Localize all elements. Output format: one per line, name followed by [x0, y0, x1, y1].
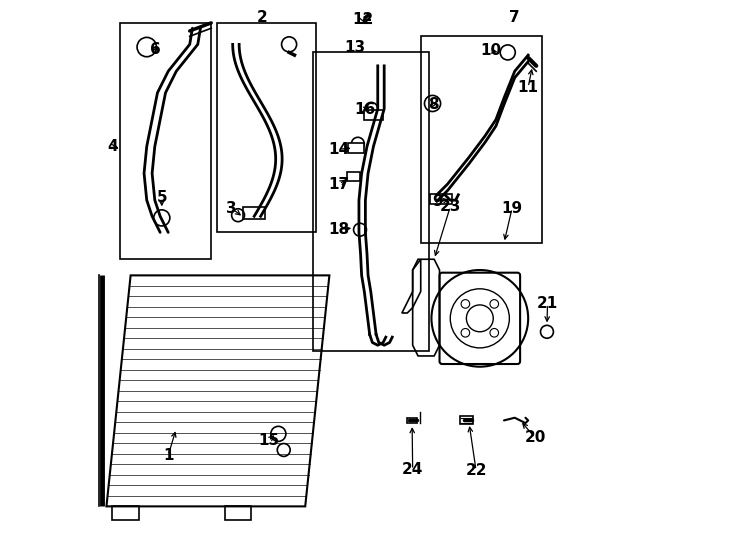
Text: 5: 5 — [156, 190, 167, 205]
Bar — [225, 507, 252, 520]
Bar — [348, 143, 364, 153]
Text: 7: 7 — [509, 10, 520, 25]
Text: 2: 2 — [257, 10, 268, 25]
Text: 4: 4 — [108, 139, 118, 154]
Bar — [244, 207, 265, 219]
Text: 8: 8 — [428, 97, 438, 112]
Bar — [460, 416, 473, 424]
Text: 9: 9 — [432, 194, 443, 210]
Text: 11: 11 — [517, 80, 539, 95]
Text: 24: 24 — [402, 462, 424, 477]
Text: 18: 18 — [328, 222, 349, 237]
Text: 14: 14 — [328, 141, 349, 157]
Bar — [430, 194, 452, 205]
Text: 13: 13 — [345, 39, 366, 55]
Bar — [346, 172, 360, 181]
Text: 3: 3 — [226, 201, 237, 215]
Text: 10: 10 — [480, 43, 501, 58]
Bar — [421, 36, 542, 243]
Bar — [112, 507, 139, 520]
Text: 19: 19 — [501, 201, 523, 215]
Bar — [364, 110, 383, 119]
Text: 1: 1 — [163, 448, 173, 463]
Bar — [407, 418, 417, 423]
Text: 6: 6 — [150, 42, 161, 57]
Text: 15: 15 — [258, 433, 279, 448]
Text: 16: 16 — [355, 103, 376, 117]
Bar — [313, 52, 429, 350]
Text: 23: 23 — [440, 199, 461, 214]
Bar — [217, 23, 316, 232]
Text: 12: 12 — [352, 12, 374, 26]
Text: 17: 17 — [329, 177, 349, 192]
Text: 20: 20 — [525, 430, 546, 445]
Text: 21: 21 — [537, 296, 558, 312]
Bar — [120, 23, 211, 259]
Text: 22: 22 — [465, 463, 487, 478]
